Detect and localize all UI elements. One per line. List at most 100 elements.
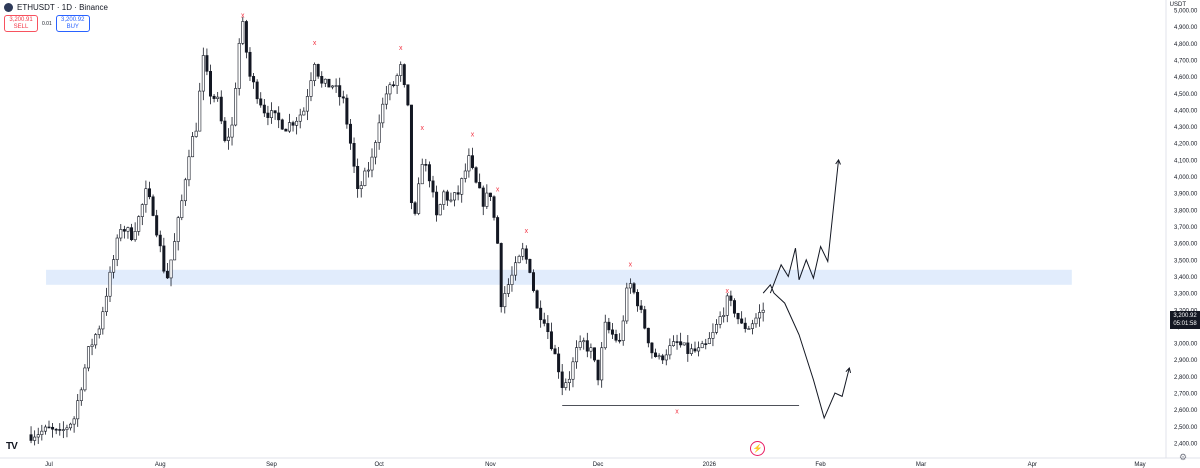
candle-body [496,217,500,244]
buy-button[interactable]: 3,200.92 BUY [55,15,90,32]
candle [453,192,457,207]
candle-body [112,259,116,273]
projection-path[interactable] [762,283,850,420]
candle [621,315,625,346]
candle [435,185,439,222]
candle [252,73,256,89]
x-tick-label: Oct [374,462,384,468]
candle-body [259,98,263,106]
candle-body [198,90,202,132]
candle-body [693,348,697,352]
projection-path[interactable] [769,159,840,294]
candle-body [226,136,230,141]
candle [718,311,722,329]
x-tick-label: Aug [155,462,166,468]
candle [259,92,263,108]
candle [409,104,413,210]
candle [618,333,622,344]
candle-body [553,348,557,355]
candle [173,233,177,261]
candle [219,90,223,125]
candle-body [646,327,650,344]
candle-body [732,300,736,314]
supply-zone[interactable] [46,269,1072,285]
candle [130,223,134,242]
candle [374,140,378,165]
candle-body [191,136,195,158]
candle [147,181,151,200]
candle [176,215,180,251]
candle-body [758,312,762,319]
candle [661,353,665,364]
y-tick-label: 4,400.00 [1174,108,1198,114]
candle [327,78,331,88]
candle [51,422,55,438]
candle [560,364,564,396]
candle-body [474,167,478,183]
candle-body [284,128,288,132]
candle [237,38,241,96]
y-tick-label: 4,700.00 [1174,58,1198,64]
candle-body [636,291,640,307]
candle-body [183,179,187,202]
candle [671,335,675,347]
candle-body [165,270,169,279]
candle [478,173,482,189]
candle [234,82,238,127]
candle-body [499,243,503,308]
candle-body [564,382,568,388]
candle [191,132,195,158]
candle [553,344,557,355]
candle-body [104,295,108,313]
sell-button[interactable]: 3,200.91 SELL [4,15,38,32]
candle [417,177,421,216]
candle-body [427,164,431,182]
candle-body [287,122,291,132]
candle-body [169,259,173,279]
candle-body [557,353,561,373]
last-price-value: 3,200.92 [1173,313,1197,319]
candle [370,148,374,178]
candle-body [614,334,618,341]
candle-body [280,119,284,130]
candle-body [539,307,543,321]
candle-body [560,371,564,388]
candle [90,338,94,356]
candle-body [610,329,614,335]
candle-body [654,352,658,357]
x-tick-label: Sep [266,462,277,468]
candle-body [675,341,679,343]
candle [151,194,155,217]
candle-body [316,64,320,77]
symbol-title[interactable]: ETHUSDT · 1D · Binance [17,3,108,12]
candle-body [94,334,98,346]
y-tick-label: 3,900.00 [1174,192,1198,198]
candle [284,128,288,132]
tradingview-logo-icon[interactable]: TV [6,441,18,452]
candle [198,82,202,132]
candle [79,387,83,406]
candle [313,62,317,87]
gear-icon[interactable]: ⚙ [1179,452,1188,462]
sell-price: 3,200.91 [9,17,33,23]
candle [40,424,44,441]
candle [33,430,37,446]
candle [546,315,550,340]
candle-body [234,88,238,126]
candle-body [715,324,719,333]
x-tick-label: Jul [45,462,53,468]
high-marker: x [399,45,403,52]
candle [266,105,270,126]
candle [704,338,708,350]
candle [643,305,647,330]
lightning-icon[interactable]: ⚡ [750,441,765,456]
candle [47,420,51,429]
candle [542,312,546,327]
candle [460,177,464,203]
candle [280,118,284,130]
currency-label[interactable]: USDT [1169,2,1186,8]
candle [715,319,719,335]
candle-body [589,347,593,352]
candle-body [747,328,751,330]
